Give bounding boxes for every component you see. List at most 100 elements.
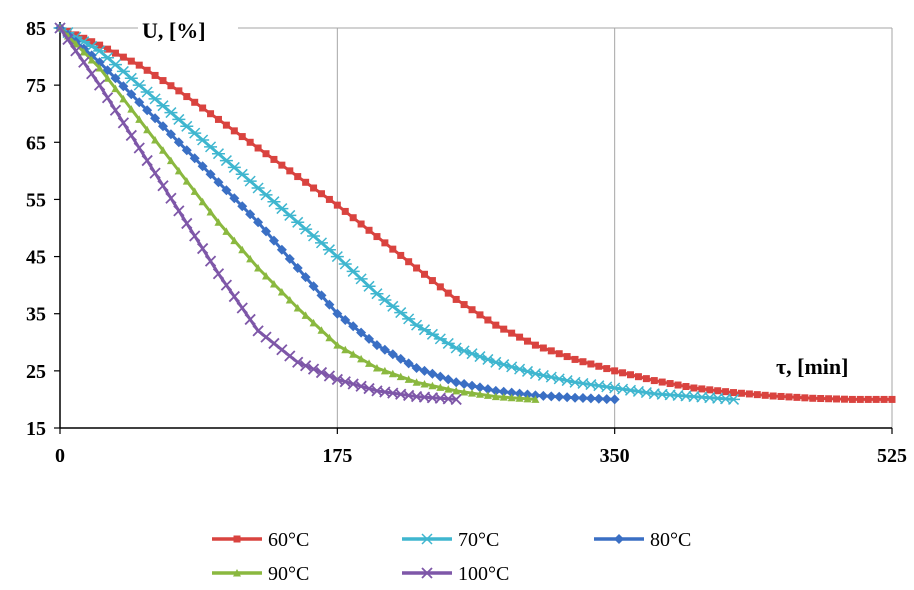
series-3-point: [325, 333, 334, 342]
series-0-point: [302, 178, 310, 186]
series-1-point: [140, 86, 154, 98]
series-0-point: [547, 347, 555, 355]
series-3-point: [523, 394, 532, 403]
series-0-point: [151, 71, 159, 79]
series-2-point: [427, 368, 438, 379]
series-3-point: [262, 272, 271, 280]
y-tick-label-1: 25: [26, 361, 46, 383]
series-3-point: [135, 115, 144, 123]
series-0-point: [492, 321, 500, 329]
series-0-point: [627, 371, 635, 379]
series-3-point: [254, 264, 263, 272]
series-2-point: [213, 177, 224, 188]
series-3-point: [151, 136, 160, 144]
series-1-point: [307, 230, 321, 242]
series-4-point: [54, 22, 66, 34]
series-0-point: [833, 395, 841, 403]
series-4-point: [347, 378, 359, 390]
series-4-point: [173, 205, 185, 217]
series-0: [56, 24, 896, 403]
series-4-point: [86, 68, 98, 80]
series-2-point: [142, 105, 153, 116]
series-0-point: [397, 251, 405, 259]
series-1-point: [505, 361, 519, 373]
series-4-point: [260, 331, 272, 343]
series-3-point: [127, 105, 136, 113]
series-0-point: [698, 385, 706, 393]
series-4-point: [315, 366, 328, 379]
series-0-point: [365, 226, 373, 234]
series-4-point: [204, 255, 217, 267]
series-2-point: [173, 137, 184, 148]
series-1-point: [560, 375, 574, 387]
x-tick-label-1: 175: [322, 445, 352, 467]
series-3-point: [301, 311, 310, 319]
series-3-point: [507, 393, 516, 402]
series-1-point: [219, 155, 233, 167]
series-0-point: [872, 395, 880, 403]
series-3-point: [79, 48, 88, 56]
series-2-point: [498, 386, 509, 397]
series-1-point: [235, 168, 249, 180]
legend-label-3: 90°C: [268, 563, 309, 585]
series-4-point: [339, 376, 351, 388]
series-0-point: [801, 394, 809, 402]
series-2-point: [443, 374, 454, 385]
series-2-point: [165, 129, 176, 140]
series-0-point: [500, 325, 508, 333]
series-2-point: [585, 393, 596, 404]
series-0-point: [563, 353, 571, 361]
series-4-point: [284, 350, 296, 362]
legend-marker-3: [233, 569, 241, 577]
y-tick-label-0: 15: [26, 418, 46, 440]
series-2-point: [181, 145, 192, 156]
series-4-point: [62, 33, 74, 46]
legend-marker-4: [421, 567, 433, 579]
series-2-point: [356, 327, 367, 338]
legend-item-2: 80°C: [594, 529, 691, 551]
series-2-point: [268, 235, 279, 246]
series-1-point: [386, 300, 400, 312]
series-4-point: [323, 370, 336, 382]
series-4-point: [268, 337, 280, 350]
series-0-point: [840, 395, 848, 403]
series-2-point: [126, 89, 137, 100]
series-2-point: [411, 363, 422, 373]
series-0-point: [777, 392, 785, 400]
series-4-point: [300, 360, 312, 372]
series-2-point: [562, 392, 573, 403]
series-1-point: [394, 307, 408, 319]
series-0-point: [674, 381, 682, 389]
series-1-point: [402, 313, 416, 325]
series-3-point: [468, 389, 477, 397]
series-0-point: [555, 350, 563, 358]
series-4-point: [157, 180, 169, 192]
series-2-point: [593, 393, 604, 404]
series-0-point: [539, 344, 547, 352]
y-tick-label-3: 45: [26, 247, 46, 269]
series-2-point: [245, 209, 256, 220]
series-3-point: [531, 395, 540, 403]
series-0-point: [650, 377, 658, 385]
series-3-point: [309, 318, 318, 327]
series-1-point: [497, 359, 511, 371]
series-1-point: [521, 365, 535, 377]
series-3-point: [246, 254, 255, 263]
series-3-point: [396, 372, 405, 381]
series-4-point: [117, 117, 130, 129]
series-0-point: [682, 383, 690, 391]
series-1-point: [727, 393, 741, 405]
series-0-point: [452, 295, 460, 303]
series-3-point: [444, 385, 453, 393]
series-2-point: [371, 340, 382, 351]
tick-labels: 15 25 35 45 55 65 75 85 0 175 350 525: [26, 18, 907, 467]
series-3-point: [222, 227, 231, 235]
series-0-point: [706, 386, 714, 394]
series-1-point: [164, 107, 178, 119]
series-1-point: [552, 373, 566, 385]
series-0-point: [159, 77, 167, 85]
series-0-point: [143, 66, 151, 74]
series-1-point: [196, 134, 210, 146]
series-3-point: [452, 386, 461, 395]
series-0-point: [357, 220, 365, 228]
